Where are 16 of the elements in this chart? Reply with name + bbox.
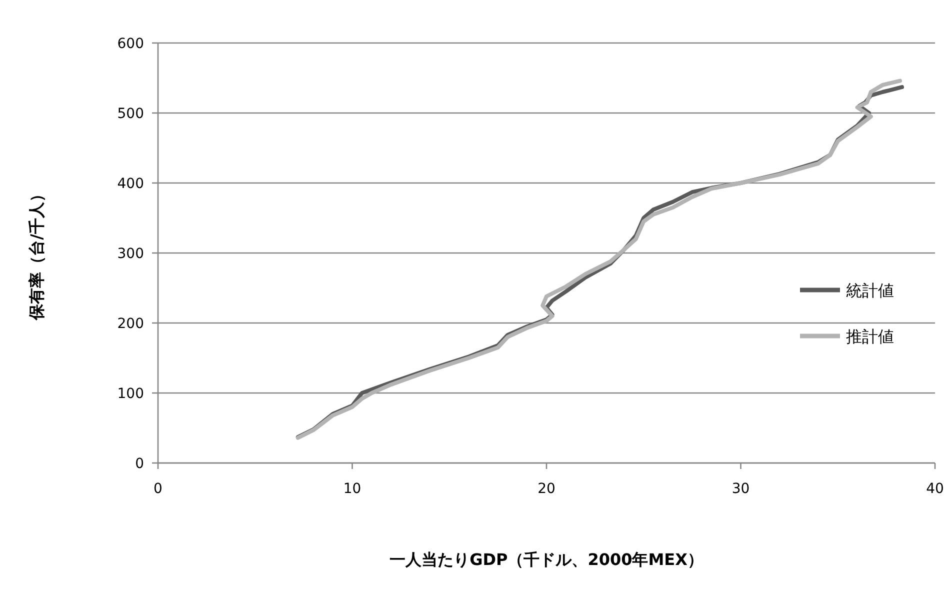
y-tick-label: 600 — [117, 36, 144, 52]
y-tick-label: 100 — [117, 386, 144, 402]
y-tick-label: 0 — [135, 456, 144, 472]
x-axis-title: 一人当たりGDP（千ドル、2000年MEX） — [390, 550, 704, 569]
y-axis-title: 保有率（台/千人） — [27, 186, 46, 321]
y-tick-label: 300 — [117, 246, 144, 262]
y-tick-label: 500 — [117, 106, 144, 122]
y-tick-label: 400 — [117, 176, 144, 192]
x-tick-label: 20 — [538, 481, 556, 497]
y-tick-label: 200 — [117, 316, 144, 332]
x-tick-label: 40 — [926, 481, 944, 497]
x-tick-label: 0 — [154, 481, 162, 497]
x-tick-label: 10 — [343, 481, 362, 497]
legend-label: 統計値 — [846, 281, 894, 300]
x-tick-label: 30 — [732, 481, 750, 497]
legend-label: 推計値 — [846, 327, 894, 346]
